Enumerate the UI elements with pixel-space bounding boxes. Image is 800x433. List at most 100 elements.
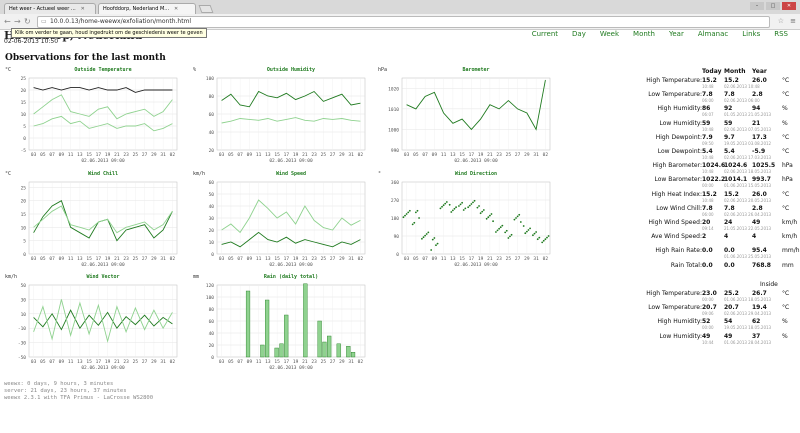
- chart-title: Wind Speed: [276, 171, 306, 177]
- direction-point: [467, 206, 470, 209]
- stat-label: Low Dewpoint:: [657, 148, 702, 155]
- footer-uptime: weewx: 0 days, 9 hours, 3 minutes: [4, 381, 114, 387]
- stat-unit: °C: [782, 290, 790, 297]
- stat-year: 2.8: [752, 204, 763, 212]
- stat-label: High Heat Index:: [651, 190, 702, 198]
- x-tick-label: 29: [339, 152, 345, 158]
- stat-unit: %: [782, 332, 788, 340]
- rain-bar: [279, 343, 284, 358]
- stat-time: 09:50: [702, 140, 714, 146]
- direction-point: [495, 231, 497, 233]
- x-tick-label: 13: [77, 359, 83, 365]
- y-tick-label: 10: [209, 240, 215, 246]
- address-bar[interactable]: ▭ 10.0.0.13/home-weewx/exfoliation/month…: [37, 16, 770, 28]
- x-tick-label: 09: [432, 152, 438, 158]
- stat-time: 10:44: [702, 339, 714, 345]
- close-window-icon[interactable]: ✕: [782, 2, 796, 10]
- x-tick-label: 07: [422, 256, 428, 262]
- new-tab-button[interactable]: [198, 5, 214, 13]
- x-tick-label: 29: [524, 152, 530, 158]
- direction-point: [529, 227, 531, 230]
- stat-label: Low Wind Chill:: [656, 204, 702, 212]
- x-tick-label: 25: [321, 152, 327, 158]
- close-icon[interactable]: ✕: [80, 6, 85, 12]
- nav-year[interactable]: Year: [669, 30, 684, 38]
- direction-point: [481, 210, 484, 213]
- x-tick-label: 19: [105, 256, 111, 262]
- x-tick-label: 23: [123, 256, 129, 262]
- nav-current[interactable]: Current: [531, 30, 559, 38]
- x-tick-label: 09: [59, 152, 65, 158]
- nav-week[interactable]: Week: [599, 30, 620, 38]
- stat-time: 06:00: [702, 211, 714, 217]
- chart-unit: hPa: [378, 67, 387, 73]
- direction-point: [504, 231, 507, 234]
- minimize-icon[interactable]: –: [750, 2, 764, 10]
- x-tick-label: 02: [543, 256, 549, 262]
- x-tick-label: 31: [160, 359, 166, 365]
- x-tick-label: 25: [133, 359, 139, 365]
- browser-tab-active[interactable]: Hoofddorp, Nederland M... ✕: [98, 3, 196, 14]
- x-tick-label: 21: [114, 256, 120, 262]
- nav-links[interactable]: Links: [742, 30, 761, 38]
- reload-icon[interactable]: ↻: [24, 17, 31, 26]
- nav-month[interactable]: Month: [633, 30, 655, 38]
- direction-point: [509, 235, 511, 238]
- chart-date: 02.06.2013 09:00: [81, 365, 125, 371]
- direction-point: [422, 236, 425, 239]
- x-tick-label: 19: [478, 256, 484, 262]
- close-icon[interactable]: ✕: [174, 6, 179, 12]
- nav-day[interactable]: Day: [572, 30, 586, 38]
- x-tick-label: 17: [96, 359, 102, 365]
- y-tick-label: 20: [209, 343, 215, 349]
- x-tick-label: 23: [311, 359, 317, 365]
- direction-point: [513, 218, 516, 221]
- x-tick-label: 19: [293, 256, 299, 262]
- barometer-chart: Barometer hPa 990 1000 1010 1020 03 05 07 09 11 13 1…: [378, 66, 558, 171]
- stat-time: 00:00: [702, 325, 714, 331]
- nav-rss[interactable]: RSS: [774, 30, 788, 38]
- x-tick-label: 23: [496, 256, 502, 262]
- browser-tab[interactable]: Het weer - Actueel weer ... ✕: [4, 3, 96, 14]
- x-tick-label: 05: [413, 152, 419, 158]
- wind-chill-chart: Wind Chill °C 0 5 10 15 20 25 03 05 07 09 11 13 15 17 19…: [5, 170, 185, 275]
- stat-dates: 02.06.2013 17.03.2013: [724, 155, 772, 160]
- bookmark-star-icon[interactable]: ☆: [777, 17, 784, 25]
- direction-point: [492, 220, 494, 223]
- menu-icon[interactable]: ≡: [790, 17, 796, 25]
- nav-almanac[interactable]: Almanac: [697, 30, 729, 38]
- stat-today: 20.7: [702, 304, 717, 312]
- x-tick-label: 15: [86, 359, 92, 365]
- direction-point: [435, 244, 437, 247]
- rain-chart: Rain (daily total) mm 0 20 40 60 80 100 120 03 05 0…: [193, 273, 373, 378]
- y-tick-label: 0: [211, 252, 214, 258]
- y-tick-label: 100: [206, 76, 214, 82]
- stat-year: 17.3: [752, 133, 767, 141]
- stat-dates: 01.06.2013 25.05.2013: [724, 254, 772, 260]
- x-tick-label: 11: [256, 359, 262, 365]
- stat-year: 768.8: [752, 261, 771, 269]
- direction-point: [478, 205, 480, 207]
- x-tick-label: 05: [228, 152, 234, 158]
- stat-time: 10:48: [702, 126, 714, 132]
- stat-month: 15.2: [724, 190, 739, 198]
- back-icon[interactable]: ←: [4, 17, 11, 26]
- x-tick-label: 17: [284, 359, 290, 365]
- stat-dates: 02.06.2013 18.05.2013: [724, 169, 772, 175]
- y-tick-label: 50: [209, 192, 215, 198]
- x-tick-label: 11: [441, 256, 447, 262]
- direction-point: [538, 236, 541, 239]
- direction-point: [445, 201, 448, 203]
- stat-today: 20: [702, 219, 711, 226]
- stat-unit: hPa: [782, 176, 793, 184]
- y-tick-label: 60: [209, 112, 215, 118]
- direction-point: [522, 225, 525, 227]
- forward-icon[interactable]: →: [14, 17, 21, 26]
- maximize-icon[interactable]: □: [766, 2, 780, 10]
- stat-dates: 21.05.2013 22.05.2013: [724, 226, 772, 231]
- window-controls: – □ ✕: [750, 2, 796, 10]
- direction-point: [461, 201, 464, 204]
- x-tick-label: 07: [49, 256, 55, 262]
- x-tick-label: 03: [404, 152, 410, 158]
